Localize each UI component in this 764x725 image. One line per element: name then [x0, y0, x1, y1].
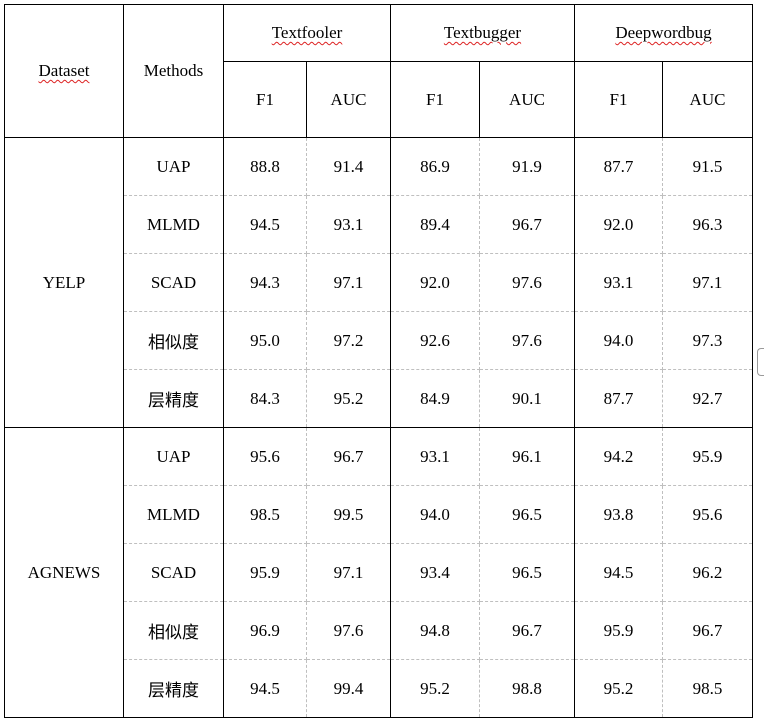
header-col: F1 — [574, 61, 663, 138]
header-col: AUC — [306, 61, 391, 138]
value-cell: 97.1 — [662, 253, 753, 312]
value-cell: 97.6 — [306, 601, 391, 660]
method-label: MLMD — [123, 195, 224, 254]
value-cell: 96.7 — [662, 601, 753, 660]
value-cell: 91.9 — [479, 137, 575, 196]
value-cell: 96.5 — [479, 485, 575, 544]
value-cell: 95.6 — [223, 427, 307, 486]
value-cell: 94.0 — [574, 311, 663, 370]
table-row: 相似度 95.0 97.2 92.6 97.6 94.0 97.3 — [5, 311, 753, 370]
method-label: SCAD — [123, 253, 224, 312]
value-cell: 96.9 — [223, 601, 307, 660]
value-cell: 96.1 — [479, 427, 575, 486]
table-row: AGNEWS UAP 95.6 96.7 93.1 96.1 94.2 95.9 — [4, 427, 753, 718]
value-cell: 94.5 — [223, 659, 307, 718]
value-cell: 95.2 — [390, 659, 480, 718]
value-cell: 91.4 — [306, 137, 391, 196]
table-row: MLMD 98.5 99.5 94.0 96.5 93.8 95.6 — [5, 485, 753, 544]
method-label: UAP — [123, 137, 224, 196]
value-cell: 90.1 — [479, 369, 575, 428]
dataset-label-yelp: YELP — [4, 137, 124, 428]
header-col: F1 — [390, 61, 480, 138]
value-cell: 93.1 — [306, 195, 391, 254]
value-cell: 95.2 — [306, 369, 391, 428]
value-cell: 92.0 — [574, 195, 663, 254]
value-cell: 97.6 — [479, 253, 575, 312]
table-row: 层精度 94.5 99.4 95.2 98.8 95.2 98.5 — [5, 659, 753, 718]
value-cell: 95.9 — [223, 543, 307, 602]
method-label: MLMD — [123, 485, 224, 544]
value-cell: 92.6 — [390, 311, 480, 370]
table-row: SCAD 95.9 97.1 93.4 96.5 94.5 96.2 — [5, 543, 753, 602]
side-scroll-handle[interactable] — [757, 348, 764, 376]
header-col: F1 — [223, 61, 307, 138]
value-cell: 97.1 — [306, 253, 391, 312]
value-cell: 94.3 — [223, 253, 307, 312]
header-methods: Methods — [123, 4, 224, 138]
value-cell: 94.8 — [390, 601, 480, 660]
value-cell: 96.7 — [306, 427, 391, 486]
table-row: MLMD 94.5 93.1 89.4 96.7 92.0 96.3 — [5, 195, 753, 254]
value-cell: 94.5 — [223, 195, 307, 254]
method-label: 相似度 — [123, 601, 224, 660]
method-label: 层精度 — [123, 369, 224, 428]
value-cell: 96.2 — [662, 543, 753, 602]
method-label: SCAD — [123, 543, 224, 602]
value-cell: 92.7 — [662, 369, 753, 428]
value-cell: 93.1 — [390, 427, 480, 486]
results-table: Dataset Methods Textfooler Textbugger De… — [4, 4, 753, 718]
table-row: 相似度 96.9 97.6 94.8 96.7 95.9 96.7 — [5, 601, 753, 660]
header-col: AUC — [662, 61, 753, 138]
value-cell: 93.1 — [574, 253, 663, 312]
header-group-textfooler: Textfooler — [223, 4, 391, 62]
value-cell: 93.8 — [574, 485, 663, 544]
table-row: 层精度 84.3 95.2 84.9 90.1 87.7 92.7 — [5, 369, 753, 428]
header-group-textbugger: Textbugger — [390, 4, 575, 62]
value-cell: 97.2 — [306, 311, 391, 370]
value-cell: 95.2 — [574, 659, 663, 718]
value-cell: 97.3 — [662, 311, 753, 370]
value-cell: 94.2 — [574, 427, 663, 486]
value-cell: 99.4 — [306, 659, 391, 718]
value-cell: 88.8 — [223, 137, 307, 196]
method-label: UAP — [123, 427, 224, 486]
value-cell: 96.7 — [479, 601, 575, 660]
value-cell: 95.0 — [223, 311, 307, 370]
value-cell: 89.4 — [390, 195, 480, 254]
value-cell: 97.1 — [306, 543, 391, 602]
value-cell: 96.3 — [662, 195, 753, 254]
value-cell: 95.9 — [574, 601, 663, 660]
value-cell: 91.5 — [662, 137, 753, 196]
value-cell: 93.4 — [390, 543, 480, 602]
value-cell: 95.6 — [662, 485, 753, 544]
header-col: AUC — [479, 61, 575, 138]
value-cell: 87.7 — [574, 137, 663, 196]
value-cell: 92.0 — [390, 253, 480, 312]
value-cell: 98.5 — [223, 485, 307, 544]
value-cell: 99.5 — [306, 485, 391, 544]
value-cell: 96.5 — [479, 543, 575, 602]
value-cell: 94.5 — [574, 543, 663, 602]
method-label: 层精度 — [123, 659, 224, 718]
value-cell: 86.9 — [390, 137, 480, 196]
value-cell: 87.7 — [574, 369, 663, 428]
dataset-label-agnews: AGNEWS — [4, 427, 124, 718]
method-label: 相似度 — [123, 311, 224, 370]
value-cell: 84.9 — [390, 369, 480, 428]
value-cell: 96.7 — [479, 195, 575, 254]
value-cell: 98.5 — [662, 659, 753, 718]
table-row: YELP UAP 88.8 91.4 86.9 91.9 87.7 91.5 — [4, 137, 753, 428]
table-row: SCAD 94.3 97.1 92.0 97.6 93.1 97.1 — [5, 253, 753, 312]
value-cell: 97.6 — [479, 311, 575, 370]
table-body: YELP UAP 88.8 91.4 86.9 91.9 87.7 91.5 MLMD 94.5 9… — [4, 137, 753, 718]
value-cell: 84.3 — [223, 369, 307, 428]
value-cell: 98.8 — [479, 659, 575, 718]
value-cell: 95.9 — [662, 427, 753, 486]
value-cell: 94.0 — [390, 485, 480, 544]
header-dataset: Dataset — [4, 4, 124, 138]
header-group-deepwordbug: Deepwordbug — [574, 4, 753, 62]
